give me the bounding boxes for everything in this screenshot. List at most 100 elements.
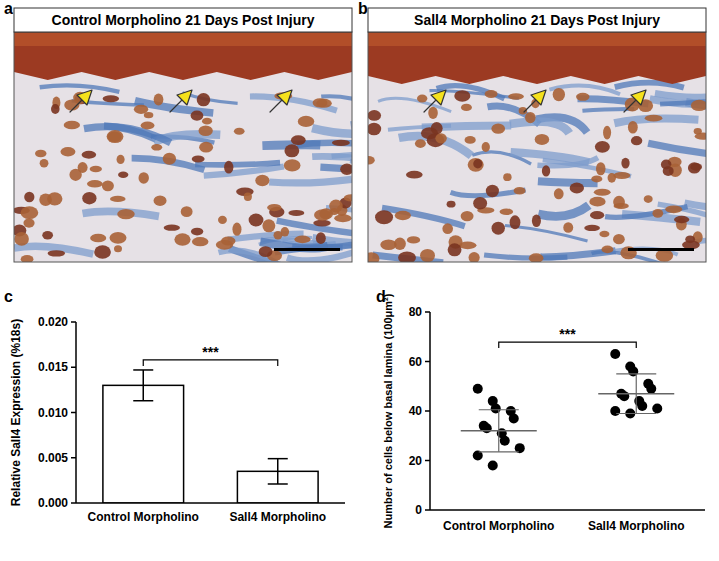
y-tick-label: 0.010 <box>38 406 68 420</box>
cell <box>313 220 331 227</box>
y-tick <box>425 410 430 412</box>
collagen-fiber <box>312 128 352 134</box>
cell <box>199 125 213 136</box>
cell <box>535 134 549 145</box>
cell <box>197 93 211 106</box>
cell <box>51 104 60 114</box>
cell <box>486 185 499 198</box>
cell <box>510 215 521 229</box>
collagen-fiber <box>312 156 352 163</box>
collagen-fiber <box>204 166 284 175</box>
cell <box>485 90 498 98</box>
cell <box>594 189 611 196</box>
cell <box>394 238 406 250</box>
cell <box>448 243 462 256</box>
collagen-fiber <box>250 96 337 110</box>
arrow <box>524 90 546 112</box>
cell <box>23 218 34 227</box>
cell <box>563 222 573 233</box>
cell <box>406 171 423 179</box>
y-axis-label: Relative Sall4 Expression (%18s) <box>9 319 23 506</box>
cell <box>107 130 124 143</box>
cell <box>368 252 379 262</box>
point <box>482 423 492 433</box>
plot-area <box>461 349 675 470</box>
cell <box>103 95 119 102</box>
cell <box>151 144 162 151</box>
cell <box>87 180 103 187</box>
cell <box>368 156 375 164</box>
y-tick <box>71 502 76 504</box>
cell <box>529 253 544 262</box>
y-tick <box>425 361 430 363</box>
cell <box>42 231 53 239</box>
cell <box>468 158 484 172</box>
cell <box>224 161 233 174</box>
y-tick <box>425 509 430 511</box>
y-tick-label: 0.005 <box>38 451 68 465</box>
cell <box>164 225 180 231</box>
panel-label: a <box>4 0 13 17</box>
scale-bar <box>274 248 340 251</box>
arrow <box>270 90 292 112</box>
cell <box>473 159 482 168</box>
cell <box>599 231 609 237</box>
image-title: Control Morpholino 21 Days Post Injury <box>52 12 315 28</box>
point <box>509 413 519 423</box>
cell <box>48 250 66 256</box>
plot-area <box>103 370 318 503</box>
cell <box>590 211 604 219</box>
cell <box>288 210 304 216</box>
cell <box>199 142 213 153</box>
cell <box>60 147 75 156</box>
cell <box>117 155 125 164</box>
cell <box>694 128 702 135</box>
cell <box>181 206 193 217</box>
cell <box>682 241 700 250</box>
cell <box>631 136 642 145</box>
cell <box>94 245 111 259</box>
cell <box>407 236 420 243</box>
arrow <box>624 90 646 112</box>
cell <box>191 111 204 121</box>
cell <box>691 100 706 111</box>
point <box>473 384 483 394</box>
sd-bar <box>479 410 519 452</box>
error-bar <box>268 459 288 484</box>
cell <box>69 169 81 181</box>
cell <box>102 180 114 191</box>
y-tick-label: 0.000 <box>38 496 68 510</box>
cell <box>294 236 310 244</box>
x-tick-label: Control Morpholino <box>443 519 554 533</box>
epidermis-surface <box>14 32 352 46</box>
cell <box>82 192 96 205</box>
y-tick-label: 0 <box>415 503 422 517</box>
cell <box>259 246 273 257</box>
epidermis <box>368 32 706 84</box>
cell <box>329 200 342 213</box>
x-tick-label: Sall4 Morpholino <box>229 510 326 524</box>
scale-bar <box>628 248 694 251</box>
cell <box>284 144 299 157</box>
cell <box>442 223 453 234</box>
cell <box>491 123 505 133</box>
collagen-fiber <box>195 163 280 165</box>
significance-bracket <box>143 360 278 366</box>
cell <box>344 194 352 201</box>
y-tick <box>425 460 430 462</box>
collagen-fiber <box>538 181 598 183</box>
cell <box>47 192 62 205</box>
cell <box>110 196 126 202</box>
cell <box>191 228 203 236</box>
cell <box>482 142 490 152</box>
point <box>500 436 510 446</box>
cell <box>117 209 135 219</box>
collagen-fiber <box>287 251 352 260</box>
y-tick-label: 0.015 <box>38 360 68 374</box>
cell <box>316 99 332 108</box>
cell <box>595 141 610 153</box>
cell <box>284 159 301 171</box>
point <box>610 349 620 359</box>
cell <box>368 123 381 136</box>
cell <box>154 94 164 106</box>
